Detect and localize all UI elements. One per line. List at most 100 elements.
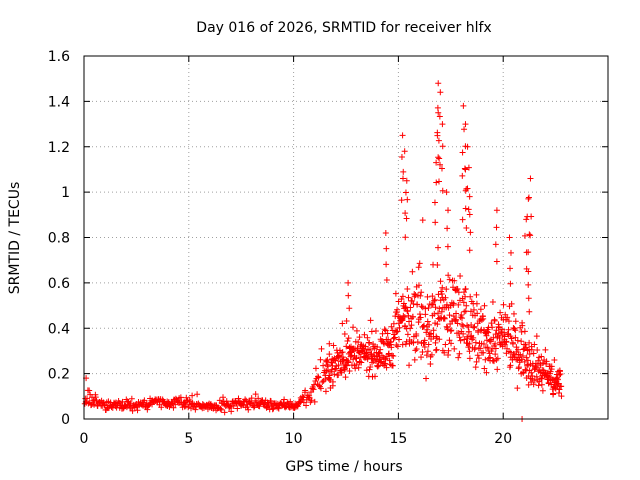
data-point [511, 325, 518, 332]
data-point [450, 300, 457, 307]
data-point [398, 153, 405, 160]
data-point [353, 327, 360, 334]
data-point [342, 374, 349, 381]
data-point [435, 137, 442, 144]
data-point [554, 376, 561, 383]
data-point [424, 348, 431, 355]
data-point [367, 363, 374, 370]
data-point [418, 303, 425, 310]
data-point [466, 348, 473, 355]
data-point [424, 326, 431, 333]
data-point [525, 194, 532, 201]
data-point [387, 338, 394, 345]
data-point [466, 247, 473, 254]
data-point [556, 367, 563, 374]
data-point [461, 165, 468, 172]
data-point [329, 382, 336, 389]
data-point [335, 362, 342, 369]
data-point [494, 366, 501, 373]
data-point [127, 400, 134, 407]
data-point [415, 264, 422, 271]
data-point [92, 394, 99, 401]
data-point [557, 370, 564, 377]
data-point [350, 324, 357, 331]
data-point [428, 330, 435, 337]
data-point [519, 319, 526, 326]
data-point [441, 315, 448, 322]
data-point [526, 308, 533, 315]
data-point [556, 372, 563, 379]
data-point [523, 249, 530, 256]
data-point [504, 314, 511, 321]
data-point [499, 326, 506, 333]
data-point [344, 337, 351, 344]
data-point [466, 193, 473, 200]
data-point [530, 350, 537, 357]
data-point [269, 406, 276, 413]
data-point [473, 291, 480, 298]
data-point [158, 404, 165, 411]
y-tick-label: 0.4 [48, 321, 70, 337]
data-point [376, 349, 383, 356]
data-point [526, 351, 533, 358]
data-point [454, 285, 461, 292]
data-point [412, 347, 419, 354]
data-point [416, 260, 423, 267]
data-point [402, 234, 409, 241]
data-point [543, 361, 550, 368]
data-point [422, 305, 429, 312]
y-tick-label: 1.6 [48, 49, 70, 65]
data-point [442, 341, 449, 348]
data-point [461, 308, 468, 315]
data-marks [81, 80, 565, 422]
y-tick-label: 0.6 [48, 276, 70, 292]
data-point [433, 179, 440, 186]
data-point [417, 314, 424, 321]
data-point [394, 309, 401, 316]
data-point [177, 394, 184, 401]
data-point [431, 296, 438, 303]
data-point [477, 345, 484, 352]
data-point [345, 292, 352, 299]
data-point [375, 362, 382, 369]
data-point [435, 80, 442, 87]
data-point [223, 398, 230, 405]
data-point [350, 356, 357, 363]
data-point [507, 280, 514, 287]
data-point [308, 397, 315, 404]
data-point [414, 301, 421, 308]
x-tick-label: 20 [494, 431, 512, 447]
data-point [487, 338, 494, 345]
data-point [538, 353, 545, 360]
data-point [456, 350, 463, 357]
data-point [472, 339, 479, 346]
data-point [339, 320, 346, 327]
data-point [145, 403, 152, 410]
data-point [503, 339, 510, 346]
data-point [438, 165, 445, 172]
data-point [453, 310, 460, 317]
data-point [432, 339, 439, 346]
data-point [91, 401, 98, 408]
data-point [443, 189, 450, 196]
data-point [355, 339, 362, 346]
data-point [311, 398, 318, 405]
data-point [414, 339, 421, 346]
data-point [548, 366, 555, 373]
data-point [462, 205, 469, 212]
data-point [428, 351, 435, 358]
data-point [465, 344, 472, 351]
data-point [494, 355, 501, 362]
data-point [451, 345, 458, 352]
data-point [527, 232, 534, 239]
data-point [194, 391, 201, 398]
data-point [461, 126, 468, 133]
data-point [396, 336, 403, 343]
data-point [343, 317, 350, 324]
data-point [496, 324, 503, 331]
data-point [459, 321, 466, 328]
data-point [486, 337, 493, 344]
data-point [462, 293, 469, 300]
data-point [402, 210, 409, 217]
